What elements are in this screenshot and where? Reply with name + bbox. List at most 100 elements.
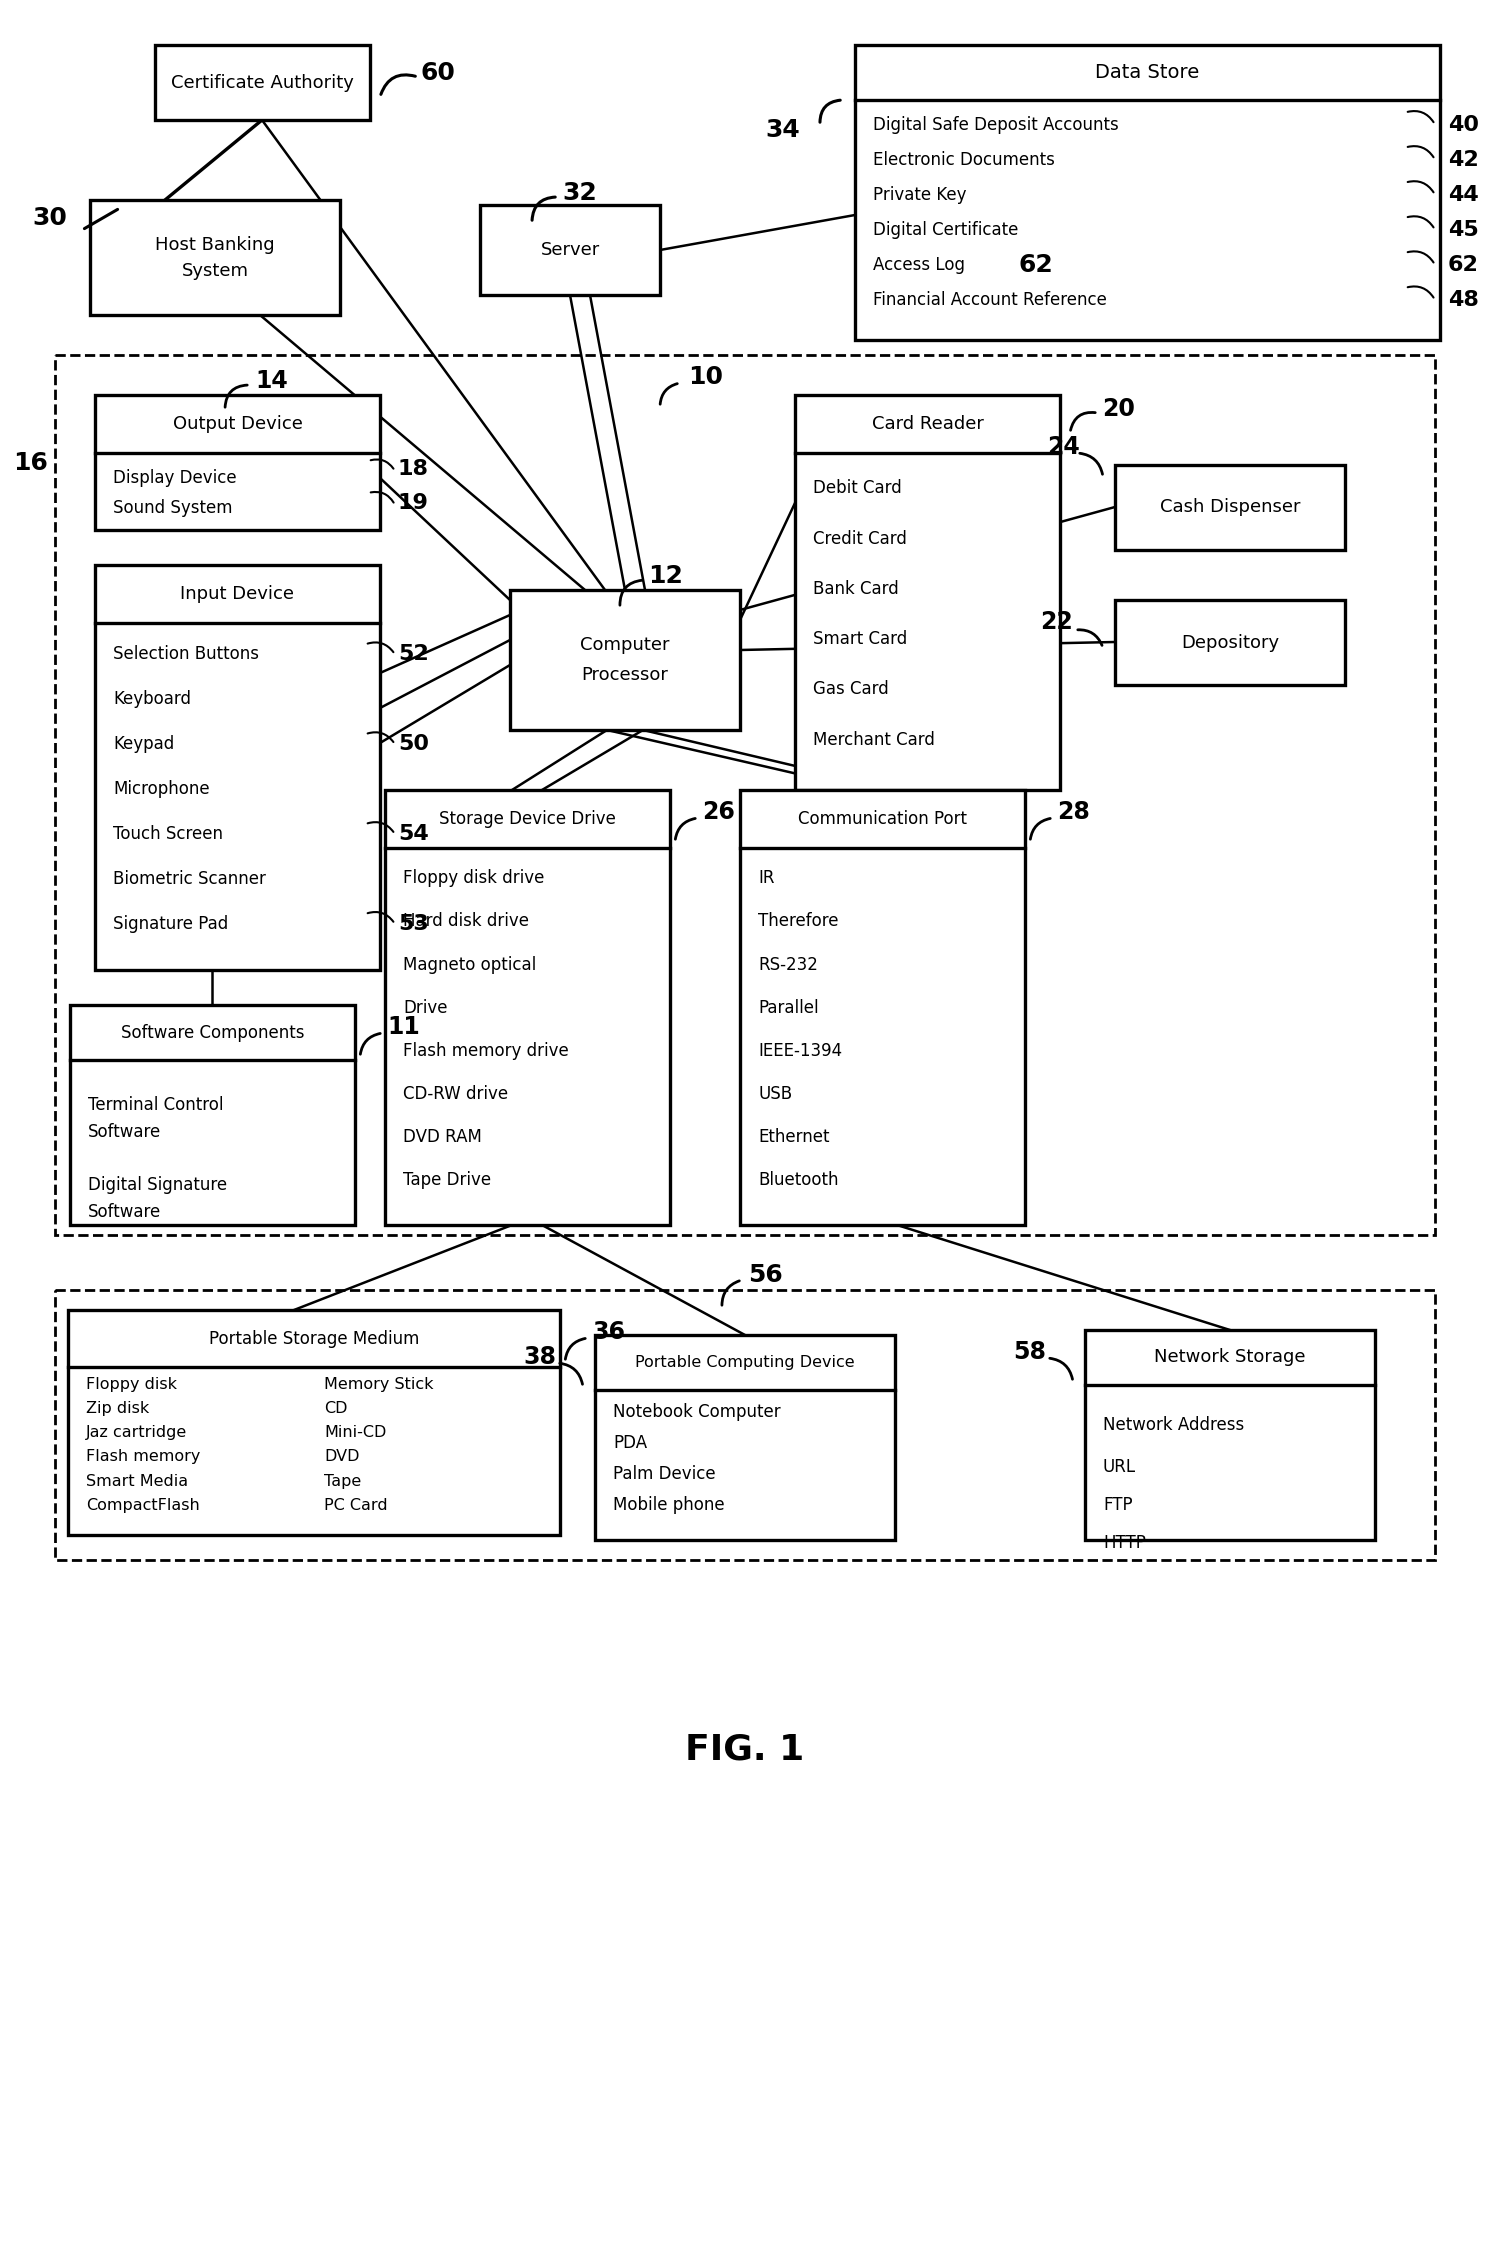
Text: Certificate Authority: Certificate Authority [171,74,355,92]
Bar [55,1290,1435,1559]
Text: Touch Screen: Touch Screen [113,825,224,843]
Text: Floppy disk: Floppy disk [86,1377,177,1391]
Text: Input Device: Input Device [180,584,295,602]
Text: Bank Card: Bank Card [814,580,898,598]
Text: IR: IR [758,870,775,888]
Text: 30: 30 [31,207,67,229]
Bar [855,45,1439,339]
Text: 20: 20 [1103,398,1135,420]
Text: Notebook Computer: Notebook Computer [612,1402,781,1420]
Text: 10: 10 [688,364,723,389]
Text: Credit Card: Credit Card [814,530,907,548]
Text: Hard disk drive: Hard disk drive [402,912,529,930]
Text: RS-232: RS-232 [758,955,818,973]
Text: Host Banking: Host Banking [155,236,274,254]
Text: Software: Software [88,1124,161,1141]
Text: Depository: Depository [1182,634,1278,652]
Text: Tape Drive: Tape Drive [402,1171,492,1189]
Text: 16: 16 [13,449,48,474]
Text: Private Key: Private Key [873,187,967,204]
Text: 14: 14 [255,369,288,393]
Text: 26: 26 [702,800,735,825]
Bar [89,200,340,315]
Text: 36: 36 [592,1319,624,1344]
Text: Digital Safe Deposit Accounts: Digital Safe Deposit Accounts [873,115,1119,133]
Text: Display Device: Display Device [113,470,237,488]
Text: 56: 56 [748,1263,782,1288]
Text: Therefore: Therefore [758,912,839,930]
Text: Terminal Control: Terminal Control [88,1097,224,1115]
Text: 34: 34 [764,119,800,142]
Text: IEEE-1394: IEEE-1394 [758,1043,842,1061]
Text: Bluetooth: Bluetooth [758,1171,839,1189]
Text: CD: CD [323,1400,347,1416]
Text: Access Log: Access Log [873,256,966,274]
Text: Zip disk: Zip disk [86,1400,149,1416]
Text: Smart Media: Smart Media [86,1474,188,1490]
Text: Storage Device Drive: Storage Device Drive [440,809,615,827]
Bar [55,355,1435,1236]
Bar [510,591,741,730]
Text: FTP: FTP [1103,1497,1132,1514]
Text: Palm Device: Palm Device [612,1465,715,1483]
Text: Floppy disk drive: Floppy disk drive [402,870,544,888]
Text: Server: Server [541,240,599,258]
Text: Digital Certificate: Digital Certificate [873,220,1018,238]
Text: Biometric Scanner: Biometric Scanner [113,870,265,888]
Text: 22: 22 [1040,609,1073,634]
Text: Sound System: Sound System [113,499,232,517]
Bar [95,564,380,971]
Text: 53: 53 [398,915,429,935]
Text: Mini-CD: Mini-CD [323,1425,386,1440]
Text: 58: 58 [1013,1339,1046,1364]
Text: Mobile phone: Mobile phone [612,1497,724,1514]
Text: 28: 28 [1056,800,1089,825]
Text: Card Reader: Card Reader [872,416,983,434]
Text: Drive: Drive [402,998,447,1016]
Text: Network Address: Network Address [1103,1416,1244,1434]
Text: Keypad: Keypad [113,735,174,753]
Text: Ethernet: Ethernet [758,1128,830,1146]
Text: PC Card: PC Card [323,1499,387,1512]
Text: Flash memory: Flash memory [86,1449,200,1465]
Text: Parallel: Parallel [758,998,818,1016]
Text: Network Storage: Network Storage [1155,1348,1305,1366]
Text: CD-RW drive: CD-RW drive [402,1085,508,1103]
Text: 62: 62 [1448,254,1480,274]
Bar [95,395,380,530]
Bar [1085,1330,1375,1539]
Text: Merchant Card: Merchant Card [814,730,934,748]
Text: 40: 40 [1448,115,1480,135]
Bar [155,45,370,119]
Text: Software Components: Software Components [121,1022,304,1043]
Text: Flash memory drive: Flash memory drive [402,1043,569,1061]
Text: Computer: Computer [580,636,669,654]
Text: Software: Software [88,1202,161,1220]
Text: 50: 50 [398,735,429,755]
Text: 54: 54 [398,825,429,845]
Text: Memory Stick: Memory Stick [323,1377,434,1391]
Text: 45: 45 [1448,220,1478,240]
Text: Digital Signature: Digital Signature [88,1175,226,1193]
Text: Communication Port: Communication Port [799,809,967,827]
Text: Portable Computing Device: Portable Computing Device [635,1355,855,1371]
Text: Microphone: Microphone [113,780,210,798]
Text: Cash Dispenser: Cash Dispenser [1159,499,1301,517]
Text: 32: 32 [562,182,597,204]
Text: 18: 18 [398,458,429,479]
Text: Magneto optical: Magneto optical [402,955,536,973]
Text: Keyboard: Keyboard [113,690,191,708]
Text: PDA: PDA [612,1434,647,1452]
Text: 44: 44 [1448,184,1478,204]
Text: HTTP: HTTP [1103,1535,1146,1553]
Text: 60: 60 [420,61,454,85]
Bar [796,395,1059,791]
Bar [69,1310,560,1535]
Text: 12: 12 [648,564,682,589]
Text: 38: 38 [523,1346,556,1368]
Bar [480,204,660,294]
Text: Tape: Tape [323,1474,361,1490]
Text: Jaz cartridge: Jaz cartridge [86,1425,188,1440]
Text: Output Device: Output Device [173,416,302,434]
Text: USB: USB [758,1085,793,1103]
